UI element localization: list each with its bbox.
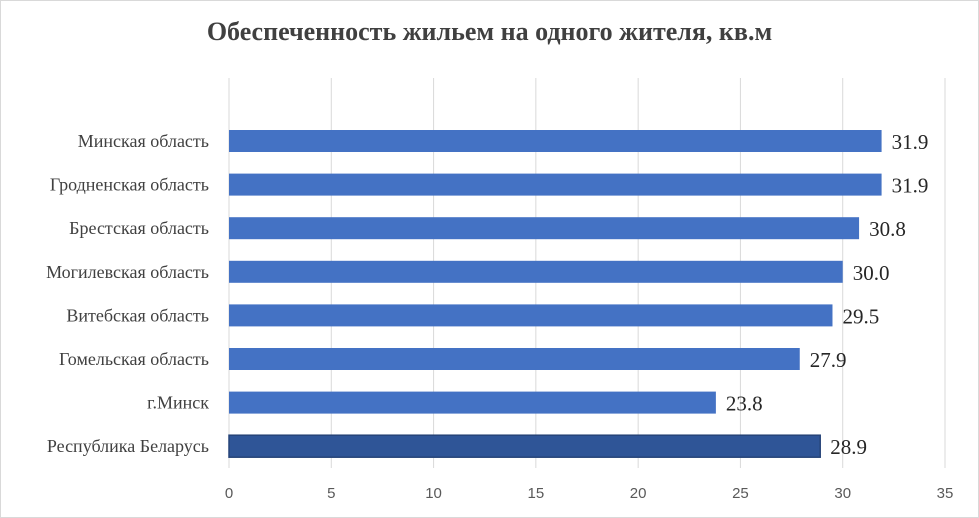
category-label: Республика Беларусь bbox=[47, 436, 209, 456]
bar-3 bbox=[229, 260, 843, 283]
bar-1 bbox=[229, 173, 882, 196]
value-labels: 31.9 31.9 30.8 30.0 29.5 27.9 23.8 28.9 bbox=[726, 130, 928, 459]
value-label: 31.9 bbox=[892, 130, 929, 154]
x-tick-label: 30 bbox=[834, 485, 851, 502]
x-tick-label: 0 bbox=[225, 485, 233, 502]
x-tick-label: 10 bbox=[425, 485, 442, 502]
bar-5 bbox=[229, 348, 800, 370]
x-tick-label: 25 bbox=[732, 485, 749, 502]
category-label: Гродненская область bbox=[50, 175, 209, 195]
value-label: 30.8 bbox=[869, 217, 906, 241]
value-label: 29.5 bbox=[842, 304, 879, 328]
x-tick-label: 15 bbox=[528, 485, 545, 502]
bar-0 bbox=[229, 130, 882, 152]
category-label: Минская область bbox=[78, 131, 209, 151]
category-label: Гомельская область bbox=[59, 349, 209, 369]
category-label: Витебская область bbox=[66, 305, 209, 325]
category-label: Брестская область bbox=[69, 218, 209, 238]
category-labels: Минская область Гродненская область Брестс… bbox=[46, 131, 209, 456]
x-tick-label: 5 bbox=[327, 485, 335, 502]
bar-7 bbox=[228, 434, 821, 458]
x-axis-ticks: 0 5 10 15 20 25 30 35 bbox=[225, 485, 954, 502]
x-tick-label: 35 bbox=[937, 485, 954, 502]
value-label: 31.9 bbox=[892, 174, 929, 198]
bar-2 bbox=[229, 217, 860, 240]
value-label: 30.0 bbox=[853, 261, 890, 285]
category-label: Могилевская область bbox=[46, 262, 209, 282]
value-label: 23.8 bbox=[726, 392, 763, 416]
bar-6 bbox=[229, 391, 716, 414]
bar-4 bbox=[229, 304, 833, 327]
value-label: 28.9 bbox=[830, 435, 867, 459]
category-label: г.Минск bbox=[147, 393, 209, 413]
bars bbox=[228, 130, 882, 458]
value-label: 27.9 bbox=[810, 348, 847, 372]
chart-title: Обеспеченность жильем на одного жителя, … bbox=[206, 17, 773, 46]
x-tick-label: 20 bbox=[630, 485, 647, 502]
